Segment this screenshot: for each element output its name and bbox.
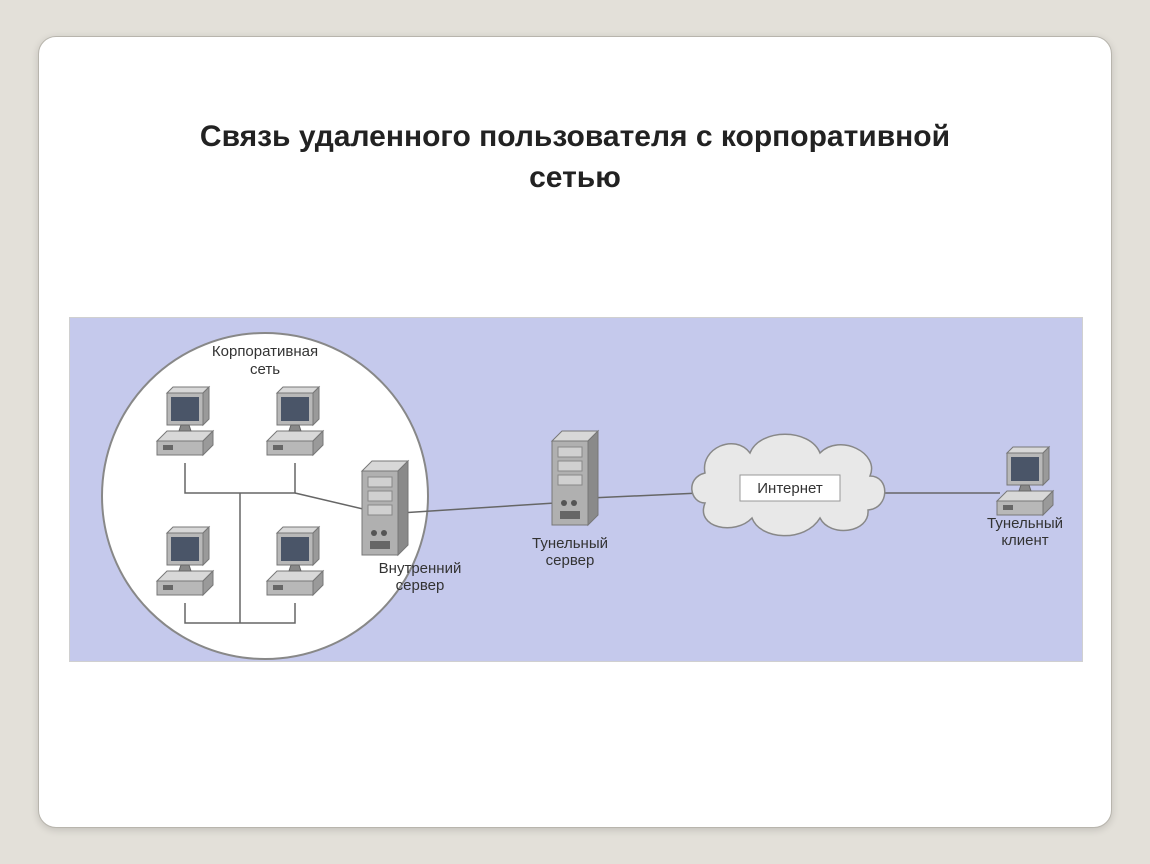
cloud-icon: [692, 434, 885, 535]
tunnel-client-icon: [997, 447, 1053, 515]
tunnel-server-icon: [552, 431, 598, 525]
corporate-network-circle: [101, 332, 429, 660]
cloud-label: Интернет: [757, 480, 823, 497]
tunnel-server-label: Тунельныйсервер: [532, 535, 608, 569]
network-diagram: КорпоративнаясетьВнутреннийсерверТунельн…: [69, 317, 1083, 662]
edge-tunnel-server-cloud: [590, 493, 700, 498]
slide-title: Связь удаленного пользователя с корпорат…: [39, 117, 1111, 198]
cloud-label-box: [740, 475, 840, 501]
slide-frame: Связь удаленного пользователя с корпорат…: [38, 36, 1112, 828]
tunnel-client-label: Тунельныйклиент: [987, 515, 1063, 549]
